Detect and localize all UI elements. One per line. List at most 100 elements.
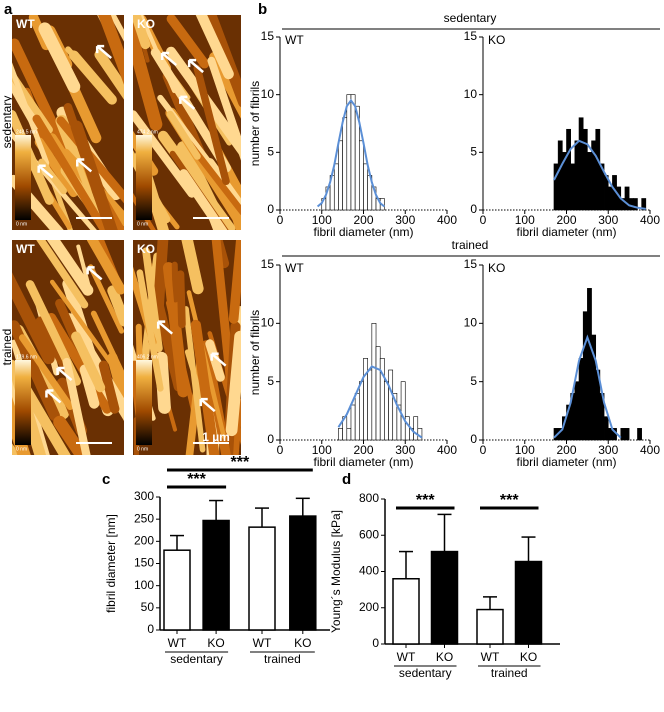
fibril [205, 339, 225, 382]
histogram-bar [346, 94, 352, 211]
arrow [45, 389, 62, 404]
x-axis-label: fibril diameter (nm) [313, 455, 413, 469]
x-tick-label: 0 [277, 443, 284, 457]
x-tick-label: 100 [515, 213, 535, 227]
fibril [78, 15, 124, 85]
x-tick-label: 400 [437, 213, 457, 227]
histogram-bar [587, 152, 592, 211]
fibril [133, 15, 163, 131]
x-tick-label: WT [253, 636, 272, 650]
y-tick-label: 10 [464, 316, 478, 330]
histogram-bar [359, 140, 364, 211]
image-label: KO [137, 242, 155, 256]
x-tick-label: 200 [353, 213, 373, 227]
fibril [228, 240, 241, 324]
x-tick-label: 0 [277, 213, 284, 227]
colorbar [15, 135, 31, 220]
colorbar-label: 0 nm [16, 446, 27, 452]
y-axis-label: Young´s Modulus [kPa] [329, 510, 343, 633]
fibril [176, 270, 186, 329]
group-header: trained [452, 238, 489, 252]
fibril [178, 169, 241, 230]
x-tick-label: KO [520, 650, 537, 664]
y-tick-label: 0 [267, 202, 274, 216]
fibril [38, 22, 81, 93]
y-tick-label: 15 [464, 257, 478, 271]
arrow [199, 397, 216, 413]
fibril [224, 397, 241, 455]
fibril [133, 15, 177, 94]
histogram-bar [603, 416, 609, 441]
x-tick-label: 400 [640, 443, 660, 457]
colorbar-label: 406.2 nm [137, 354, 158, 360]
y-axis-label: number of fibrils [248, 81, 262, 166]
histogram-bar [333, 163, 339, 211]
fibril [34, 137, 79, 198]
image-label: WT [16, 242, 35, 256]
y-tick-label: 0 [470, 432, 477, 446]
y-tick-label: 100 [134, 578, 154, 592]
significance-label: *** [187, 471, 206, 488]
histogram-bar [641, 198, 647, 211]
y-tick-label: 15 [261, 257, 275, 271]
histogram-bar [587, 288, 592, 441]
fibril [207, 56, 241, 189]
y-tick-label: 200 [134, 534, 154, 548]
y-tick-label: 0 [470, 202, 477, 216]
fibril [70, 120, 124, 230]
histogram-bar [578, 358, 584, 441]
x-tick-label: 100 [312, 443, 332, 457]
x-tick-label: 200 [353, 443, 373, 457]
y-tick-label: 0 [147, 622, 154, 636]
x-axis-label: fibril diameter (nm) [516, 455, 616, 469]
fibril [46, 312, 112, 414]
x-tick-label: 200 [556, 213, 576, 227]
fibril [136, 269, 164, 392]
fibril [133, 15, 151, 50]
x-tick-label: 300 [395, 213, 415, 227]
fibril [166, 110, 201, 160]
panel-label: d [342, 471, 351, 488]
y-tick-label: 15 [464, 29, 478, 43]
y-tick-label: 0 [372, 636, 379, 650]
row-label: sedentary [0, 96, 14, 149]
x-tick-label: 200 [556, 443, 576, 457]
x-tick-label: WT [481, 650, 500, 664]
colorbar-label: 474.2 nm [137, 129, 158, 135]
arrow [86, 266, 103, 281]
fibril [167, 278, 178, 343]
fibril [88, 264, 124, 334]
arrow [56, 366, 73, 381]
x-tick-label: WT [397, 650, 416, 664]
x-tick-label: 300 [598, 443, 618, 457]
y-tick-label: 400 [359, 564, 379, 578]
fibril [98, 360, 120, 414]
fibril [12, 426, 35, 455]
fibril [71, 331, 106, 393]
bar [248, 526, 276, 631]
bar [163, 549, 191, 631]
y-tick-label: 10 [261, 87, 275, 101]
y-axis-label: number of fibrils [248, 310, 262, 395]
y-tick-label: 250 [134, 511, 154, 525]
fibril [12, 368, 38, 455]
histogram-bar [620, 428, 626, 441]
histogram-bar [413, 416, 419, 441]
fit-curve [316, 98, 386, 208]
histogram-bar [400, 381, 406, 441]
y-tick-label: 5 [470, 374, 477, 388]
group-label: sedentary [399, 666, 452, 680]
x-tick-label: 0 [480, 443, 487, 457]
y-tick-label: 5 [267, 145, 274, 159]
bar [392, 578, 420, 645]
fibril [225, 330, 241, 437]
fibril [107, 285, 124, 327]
group-header: sedentary [444, 11, 497, 25]
histogram-bar [363, 163, 368, 211]
fibril [186, 140, 241, 230]
group-label: sedentary [170, 652, 223, 666]
fibril [133, 110, 196, 198]
histogram-bar [338, 428, 343, 441]
histogram-bar [384, 381, 389, 441]
fibril [32, 114, 117, 230]
